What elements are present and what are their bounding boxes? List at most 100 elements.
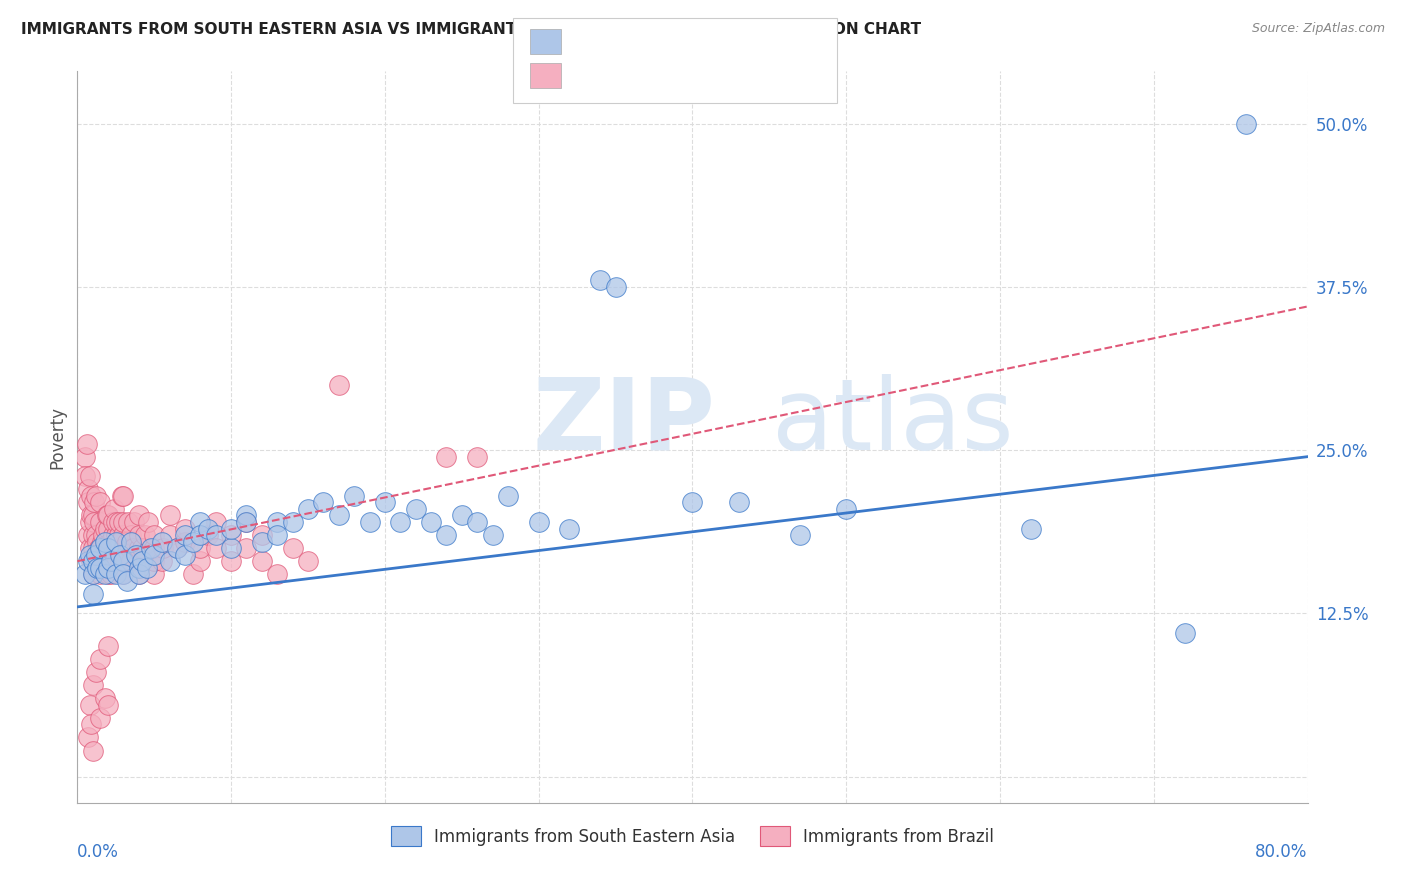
- Point: [73, 567, 96, 582]
- Point: [96, 508, 118, 523]
- Point: [465, 450, 488, 464]
- Point: [436, 450, 458, 464]
- Point: [297, 554, 319, 568]
- Point: [104, 541, 127, 555]
- Point: [112, 515, 135, 529]
- Point: [94, 691, 117, 706]
- Point: [97, 541, 120, 555]
- Point: [436, 528, 458, 542]
- Point: [83, 515, 105, 529]
- Point: [89, 541, 111, 555]
- Point: [128, 560, 150, 574]
- Point: [89, 515, 111, 529]
- Point: [82, 567, 104, 582]
- Point: [94, 534, 117, 549]
- Point: [84, 548, 107, 562]
- Point: [405, 502, 427, 516]
- Point: [82, 587, 104, 601]
- Point: [93, 560, 115, 574]
- Point: [100, 567, 122, 582]
- Text: R = 0.349   N = 72: R = 0.349 N = 72: [568, 33, 738, 51]
- Point: [150, 534, 173, 549]
- Point: [115, 574, 138, 588]
- Point: [122, 515, 145, 529]
- Text: 80.0%: 80.0%: [1256, 843, 1308, 861]
- Point: [98, 554, 121, 568]
- Point: [789, 528, 811, 542]
- Point: [204, 515, 226, 529]
- Point: [174, 548, 197, 562]
- Point: [89, 495, 111, 509]
- Text: IMMIGRANTS FROM SOUTH EASTERN ASIA VS IMMIGRANTS FROM BRAZIL POVERTY CORRELATION: IMMIGRANTS FROM SOUTH EASTERN ASIA VS IM…: [21, 22, 921, 37]
- Point: [112, 554, 135, 568]
- Point: [84, 665, 107, 680]
- Point: [188, 554, 212, 568]
- Point: [89, 567, 111, 582]
- Point: [77, 528, 100, 542]
- Text: atlas: atlas: [772, 374, 1014, 471]
- Point: [250, 534, 273, 549]
- Point: [101, 528, 124, 542]
- Point: [79, 541, 101, 555]
- Point: [89, 652, 111, 666]
- Point: [266, 515, 288, 529]
- Point: [103, 502, 125, 516]
- Point: [188, 515, 212, 529]
- Point: [589, 273, 612, 287]
- Point: [1234, 117, 1257, 131]
- Point: [297, 502, 319, 516]
- Point: [219, 528, 242, 542]
- Point: [80, 508, 103, 523]
- Point: [89, 560, 111, 574]
- Point: [82, 743, 104, 757]
- Point: [101, 515, 124, 529]
- Point: [84, 528, 107, 542]
- Point: [105, 541, 128, 555]
- Point: [79, 548, 101, 562]
- Point: [77, 483, 100, 497]
- Point: [204, 541, 226, 555]
- Point: [128, 508, 150, 523]
- Point: [219, 554, 242, 568]
- Point: [117, 515, 139, 529]
- Point: [219, 521, 242, 535]
- Point: [128, 567, 150, 582]
- Point: [134, 528, 156, 542]
- Point: [128, 541, 150, 555]
- Point: [112, 528, 135, 542]
- Point: [166, 541, 188, 555]
- Point: [82, 508, 104, 523]
- Point: [110, 554, 132, 568]
- Point: [76, 436, 98, 450]
- Point: [128, 528, 150, 542]
- Point: [89, 711, 111, 725]
- Point: [77, 731, 100, 745]
- Point: [89, 541, 111, 555]
- Point: [73, 469, 96, 483]
- Point: [97, 567, 120, 582]
- Point: [103, 554, 125, 568]
- Point: [79, 515, 101, 529]
- Point: [374, 495, 396, 509]
- Point: [86, 534, 108, 549]
- Point: [235, 541, 257, 555]
- Point: [181, 567, 204, 582]
- Point: [235, 515, 257, 529]
- Point: [82, 528, 104, 542]
- Point: [94, 567, 117, 582]
- Point: [159, 508, 181, 523]
- Point: [328, 508, 350, 523]
- Point: [112, 567, 135, 582]
- Point: [219, 541, 242, 555]
- Text: ZIP: ZIP: [533, 374, 716, 471]
- Point: [112, 567, 135, 582]
- Point: [114, 554, 136, 568]
- Point: [80, 489, 103, 503]
- Y-axis label: Poverty: Poverty: [48, 406, 66, 468]
- Point: [188, 528, 212, 542]
- Point: [605, 280, 627, 294]
- Point: [108, 515, 131, 529]
- Point: [281, 515, 304, 529]
- Point: [79, 469, 101, 483]
- Point: [87, 541, 110, 555]
